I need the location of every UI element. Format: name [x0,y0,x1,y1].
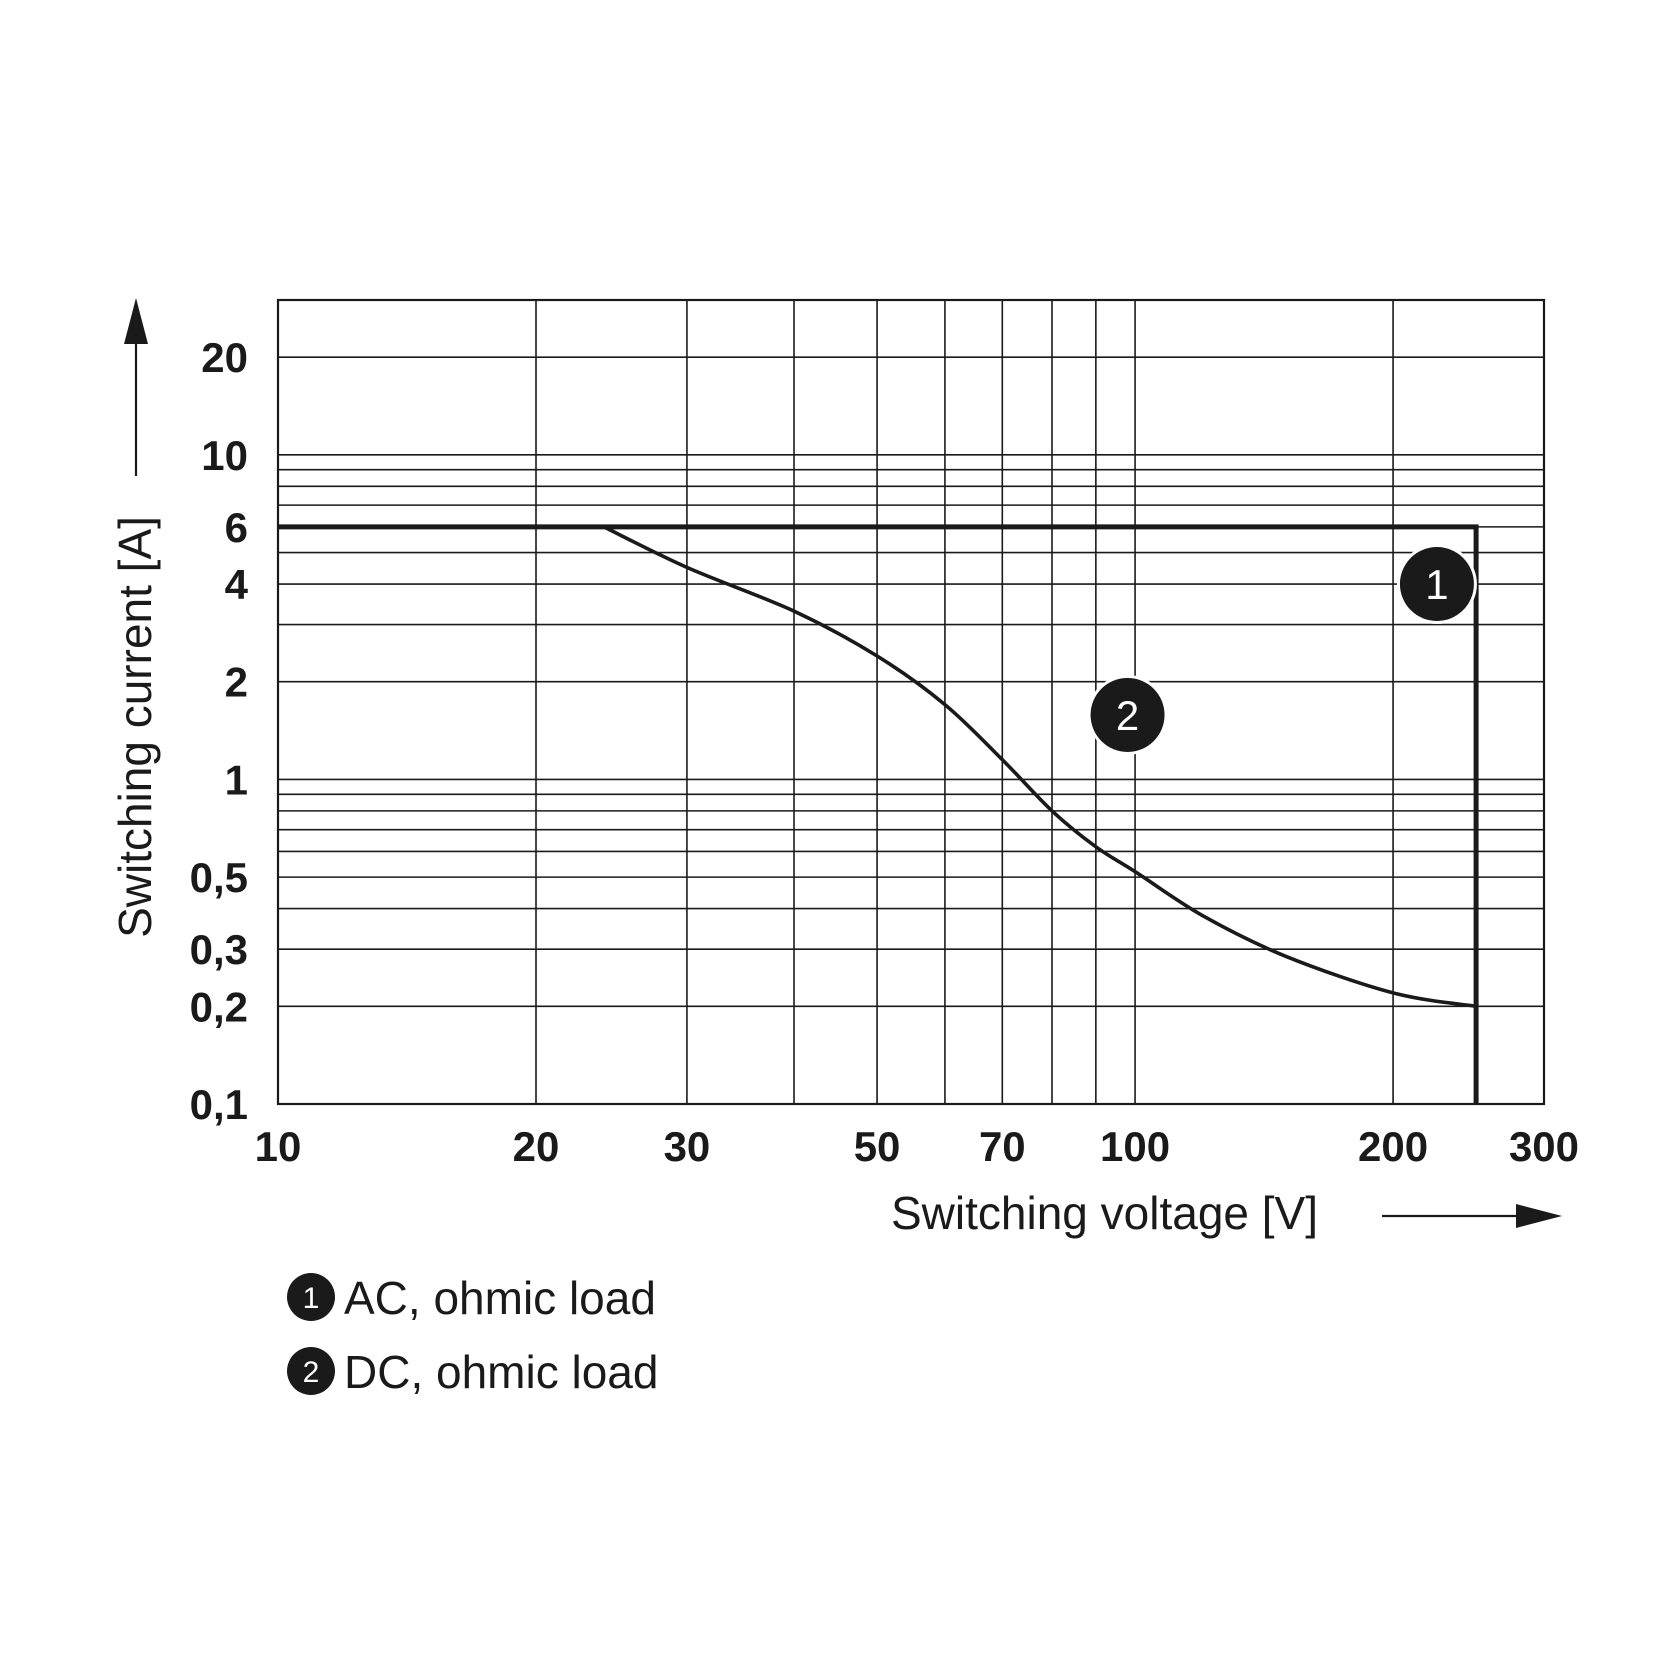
y-axis-title-group: Switching current [A] [109,298,161,938]
grid [278,300,1544,1104]
x-axis-arrow-head [1516,1204,1562,1228]
legend-label-dc: DC, ohmic load [344,1346,658,1398]
y-tick-label: 10 [201,432,248,479]
y-tick-label: 20 [201,334,248,381]
y-axis-title: Switching current [A] [109,516,161,938]
legend-item-ac: 1 AC, ohmic load [287,1272,656,1324]
x-axis-title: Switching voltage [V] [891,1187,1318,1239]
series-2-line [603,525,1477,1009]
series-layer: 12 [278,524,1479,1104]
y-tick-label: 1 [225,756,248,803]
x-axis-ticks: 10 20 30 50 70 100 200 300 [255,1123,1579,1170]
y-tick-label: 4 [225,561,249,608]
x-tick-label: 300 [1509,1123,1579,1170]
legend-badge-2-number: 2 [303,1356,320,1389]
x-axis-title-group: Switching voltage [V] [891,1187,1562,1239]
y-tick-label: 6 [225,504,248,551]
legend-badge-2 [287,1347,335,1395]
legend: 1 AC, ohmic load 2 DC, ohmic load [287,1272,658,1398]
x-tick-label: 20 [513,1123,560,1170]
series-1-badge [1399,547,1474,622]
legend-label-ac: AC, ohmic load [344,1272,656,1324]
legend-badge-1 [287,1273,335,1321]
y-tick-label: 0,5 [190,854,248,901]
plot-frame [276,298,1546,1106]
series-2-badge [1090,677,1165,752]
x-tick-label: 100 [1100,1123,1170,1170]
legend-item-dc: 2 DC, ohmic load [287,1346,658,1398]
x-tick-label: 70 [979,1123,1026,1170]
y-axis-ticks: 20 10 6 4 2 1 0,5 0,3 0,2 0,1 [190,334,249,1128]
legend-badge-1-number: 1 [303,1282,320,1315]
y-tick-label: 0,3 [190,926,248,973]
x-tick-label: 10 [255,1123,302,1170]
y-axis-arrow-head [124,298,148,344]
series-1-line [278,524,1479,1104]
x-tick-label: 200 [1358,1123,1428,1170]
y-tick-label: 2 [225,659,248,706]
x-tick-label: 50 [854,1123,901,1170]
series-2-badge-number: 2 [1116,692,1139,739]
series-1-badge-number: 1 [1425,561,1448,608]
x-tick-label: 30 [664,1123,711,1170]
y-tick-label: 0,2 [190,983,248,1030]
y-tick-label: 0,1 [190,1081,248,1128]
